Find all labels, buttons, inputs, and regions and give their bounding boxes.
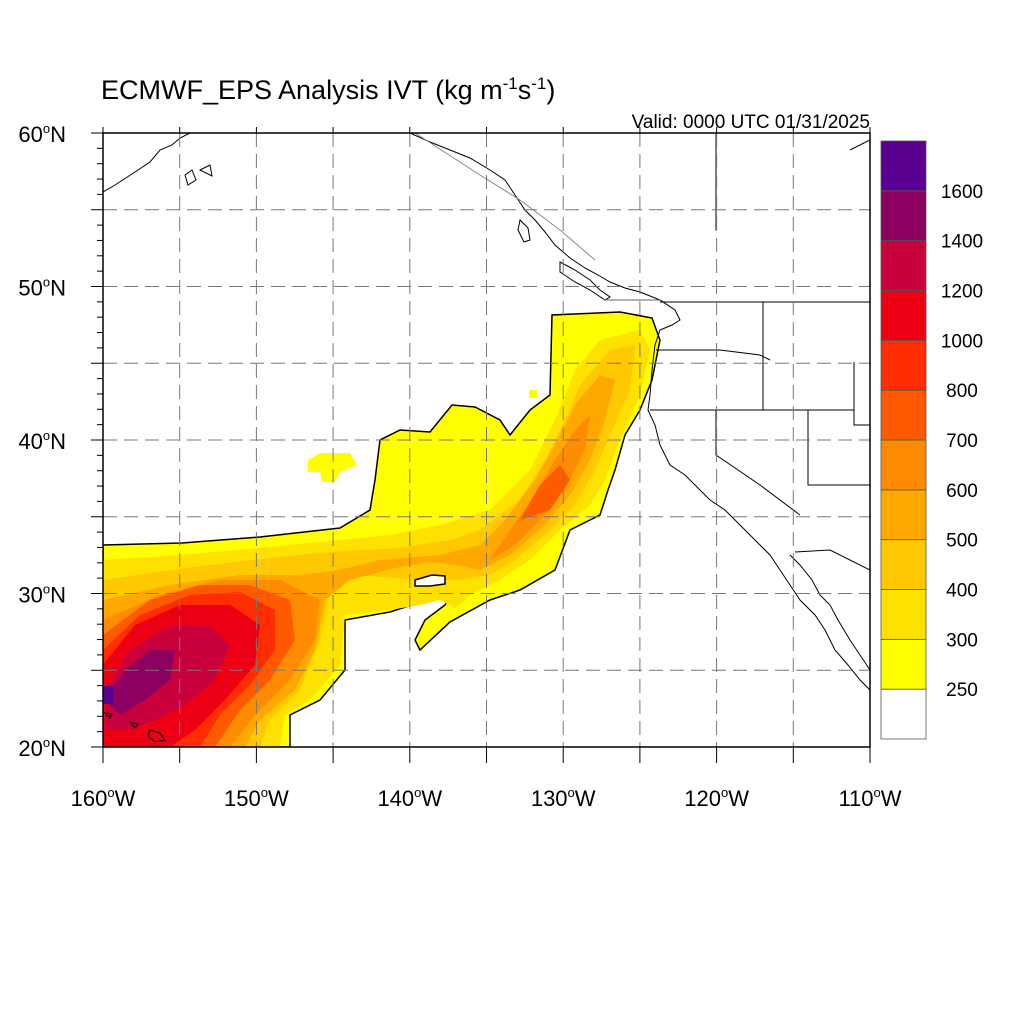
colorbar-swatch [880,489,927,541]
coastlines [103,133,870,743]
colorbar-swatch [880,290,927,341]
hawaii-islands [103,712,166,743]
colorbar-swatch [880,389,927,441]
state-nv-ca [715,410,801,516]
ivt-contour-1600 [103,686,113,704]
colorbar-label: 300 [946,630,978,651]
colorbar-swatch [880,240,927,291]
colorbar-label: 250 [946,680,978,701]
lat-label: 50oN [18,275,66,301]
colorbar-swatch [880,439,927,491]
ivt-field [103,311,661,747]
alaska-panhandle-coast [409,133,870,691]
us-mexico [794,549,870,571]
colorbar-swatch [880,589,927,640]
colorbar-label: 1000 [941,331,983,352]
borders [414,133,870,571]
lat-label: 60oN [18,121,66,147]
state-nv-az [807,410,870,486]
ivt-contour-1400 [105,650,175,715]
state-wa-or [656,349,771,361]
lon-label: 160oW [71,785,136,811]
graticule [103,133,870,747]
colorbar-swatch [880,140,927,192]
colorbar-swatch [880,638,927,690]
colorbar-label: 600 [946,481,978,502]
islands-bc [517,218,611,301]
alaska-coast [103,133,191,193]
lat-label: 40oN [18,428,66,454]
colorbar-swatch [880,339,927,391]
ivt-patch [529,390,537,398]
colorbar-swatch [880,190,927,242]
ivt-hole [414,574,446,587]
lon-label: 150oW [224,785,289,811]
lon-label: 120oW [684,785,749,811]
ivt-patch [308,453,357,482]
colorbar-swatch [880,688,927,740]
lat-label: 30oN [18,582,66,608]
colorbar-label: 700 [946,431,978,452]
state-ut [853,362,870,426]
colorbar-swatch [880,539,927,590]
colorbar-label: 800 [946,381,978,402]
border-grey [414,133,596,261]
map-title: ECMWF_EPS Analysis IVT (kg m-1s-1) [101,74,555,105]
valid-time: Valid: 0000 UTC 01/31/2025 [632,112,870,133]
lat-label: 20oN [18,735,66,761]
lon-label: 110oW [838,785,901,811]
colorbar: 250 300 400 500 600 700 800 1000 1200 1400 1600 [880,140,983,740]
axis-ticks [91,127,871,763]
coast-ne [849,139,870,151]
alaska-islands [184,164,213,186]
colorbar-label: 500 [946,531,978,552]
colorbar-label: 400 [946,581,978,602]
lon-label: 130oW [531,785,596,811]
colorbar-label: 1200 [941,282,983,303]
lon-label: 140oW [377,785,442,811]
colorbar-label: 1600 [941,182,983,203]
baja-coast [789,554,870,671]
colorbar-label: 1400 [941,232,983,253]
